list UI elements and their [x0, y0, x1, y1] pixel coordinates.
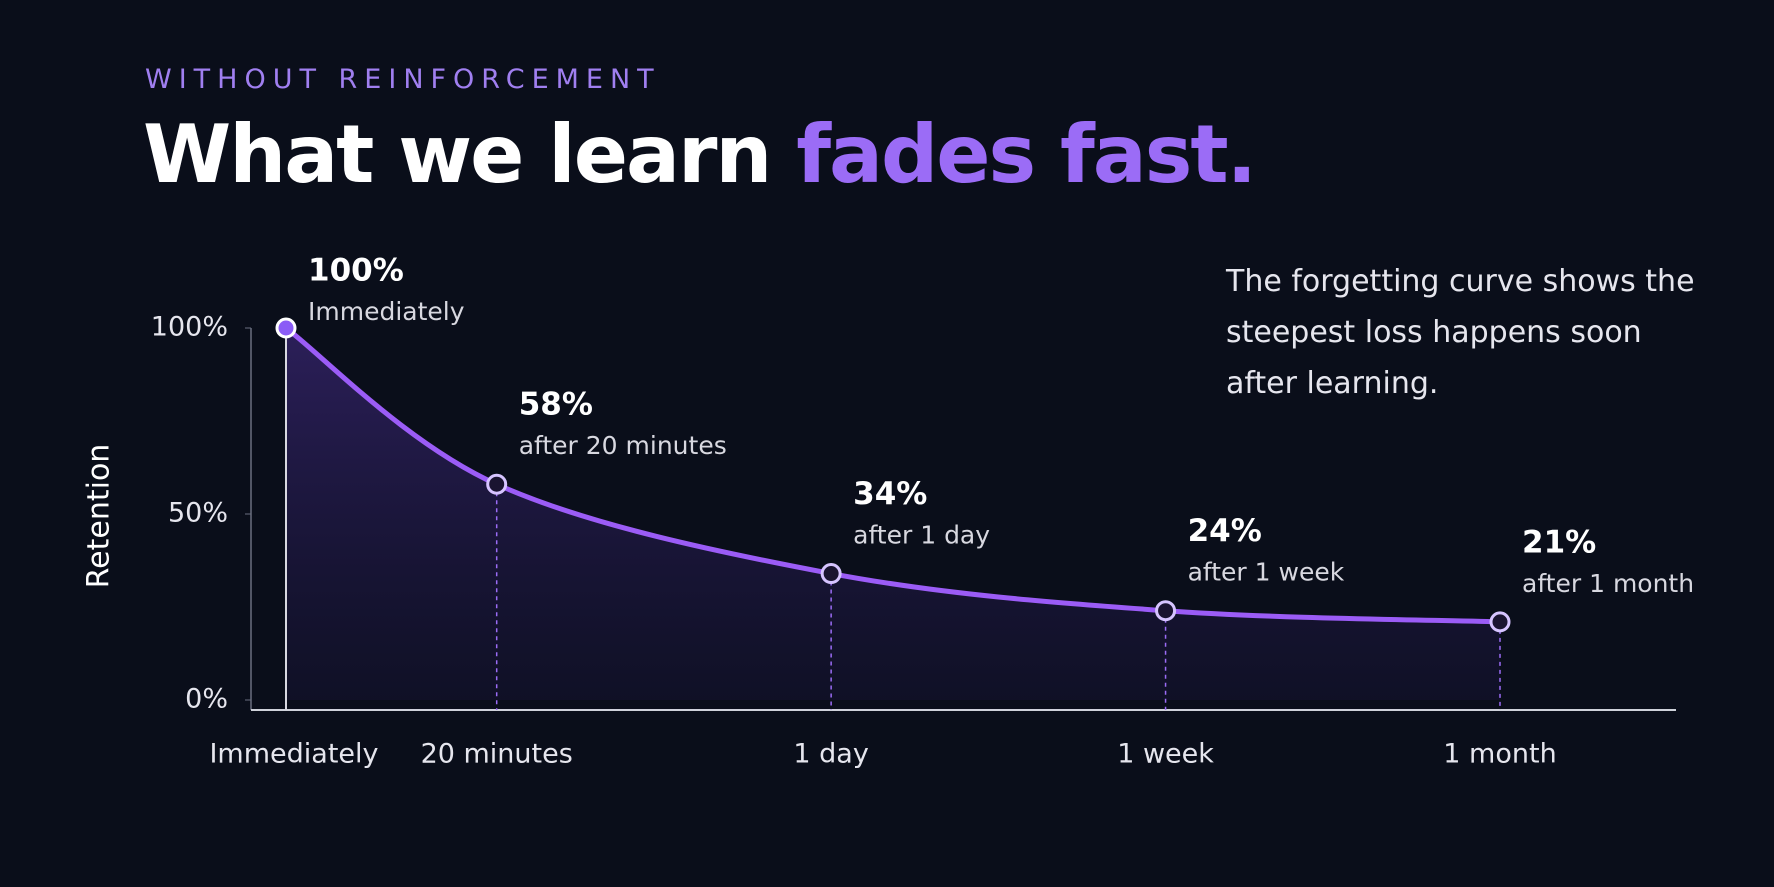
x-tick-label: 20 minutes: [421, 739, 573, 770]
x-tick-label: Immediately: [209, 739, 378, 770]
side-note: The forgetting curve shows the steepest …: [1226, 264, 1695, 401]
value-label: 24%: [1188, 513, 1262, 549]
value-label: 21%: [1522, 524, 1596, 560]
y-tick-label: 100%: [151, 312, 228, 343]
point: [1489, 611, 1511, 633]
point-note: after 20 minutes: [519, 431, 727, 460]
point-note: after 1 day: [853, 521, 990, 550]
point-note: after 1 week: [1188, 558, 1345, 587]
value-label: 100%: [308, 253, 404, 289]
value-label: 58%: [519, 387, 593, 423]
y-tick-label: 0%: [185, 684, 228, 715]
title-highlight: fades fast.: [796, 108, 1257, 201]
y-tick-label: 50%: [168, 498, 228, 529]
title: What we learn fades fast.: [143, 108, 1257, 201]
x-tick-label: 1 day: [793, 739, 868, 770]
kicker: WITHOUT REINFORCEMENT: [145, 64, 661, 95]
point-note: after 1 month: [1522, 569, 1694, 598]
point: [275, 317, 297, 339]
point: [820, 563, 842, 585]
point: [1155, 600, 1177, 622]
point-note: Immediately: [308, 297, 465, 326]
x-tick-label: 1 week: [1117, 739, 1214, 770]
x-tick-label: 1 month: [1443, 739, 1556, 770]
value-label: 34%: [853, 476, 927, 512]
area: [286, 328, 1500, 700]
y-axis-label: Retention: [82, 444, 117, 589]
title-main: What we learn: [143, 108, 772, 201]
point: [486, 473, 508, 495]
